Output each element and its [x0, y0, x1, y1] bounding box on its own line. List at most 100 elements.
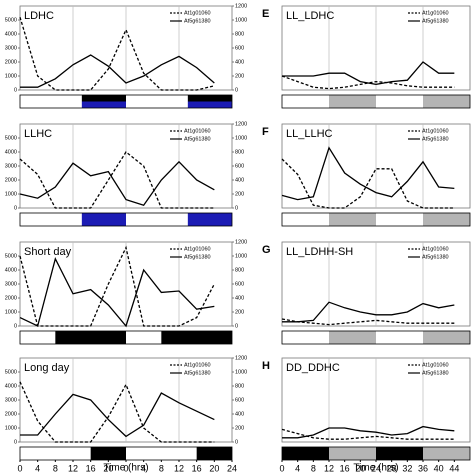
y2-tick-label: 600	[235, 397, 244, 403]
light-dark-segment	[126, 447, 197, 460]
legend-label: At5g61380	[422, 136, 449, 142]
x-tick-label: 28	[387, 463, 397, 473]
y2-tick-label: 400	[235, 411, 244, 417]
x-tick-label: 8	[159, 463, 164, 473]
y-tick-label: 3000	[5, 45, 17, 51]
x-tick-label: 4	[35, 463, 40, 473]
y2-tick-label: 400	[235, 59, 244, 65]
x-tick-label: 0	[123, 463, 128, 473]
light-dark-segment	[423, 331, 470, 344]
series-line	[281, 428, 455, 440]
y-tick-label: 1000	[5, 309, 17, 315]
y-tick-label: 2000	[5, 295, 17, 301]
y-tick-label: 4000	[5, 31, 17, 37]
y-tick-label: 4000	[5, 267, 17, 273]
legend-label: At1g01060	[184, 10, 211, 16]
y2-tick-label: 1000	[235, 253, 247, 259]
light-dark-segment	[423, 447, 470, 460]
light-dark-segment	[282, 213, 329, 226]
y2-tick-label: 1200	[235, 121, 247, 127]
light-dark-segment	[81, 95, 126, 102]
light-dark-segment	[329, 331, 376, 344]
series-line	[20, 54, 215, 88]
x-tick-label: 20	[209, 463, 219, 473]
y-tick-label: 2000	[5, 411, 17, 417]
light-dark-segment	[376, 213, 423, 226]
series-line	[281, 146, 455, 201]
legend-label: At5g61380	[184, 254, 211, 260]
light-dark-frame	[281, 94, 471, 109]
light-dark-frame	[19, 212, 233, 227]
series-line	[281, 318, 455, 326]
legend-label: At1g01060	[184, 246, 211, 252]
series-line	[282, 425, 455, 439]
series-line	[19, 151, 215, 209]
x-tick-label: 24	[371, 463, 381, 473]
light-dark-segment	[282, 95, 329, 108]
panel-label: F	[262, 126, 269, 138]
panel-label: H	[262, 360, 270, 372]
y-tick-label: 2000	[5, 59, 17, 65]
y-tick-label: 4000	[5, 383, 17, 389]
x-tick-label: 8	[53, 463, 58, 473]
light-dark-segment	[187, 213, 232, 226]
y-tick-label: 3000	[5, 163, 17, 169]
y2-tick-label: 0	[235, 87, 238, 93]
y2-tick-label: 800	[235, 383, 244, 389]
y-tick-label: 5000	[5, 17, 17, 23]
y-tick-label: 3000	[5, 397, 17, 403]
light-dark-frame	[19, 330, 233, 345]
x-tick-label: 32	[402, 463, 412, 473]
legend-label: At5g61380	[184, 370, 211, 376]
y2-tick-label: 800	[235, 149, 244, 155]
y-tick-label: 0	[14, 439, 17, 445]
light-dark-segment	[282, 331, 329, 344]
y2-tick-label: 200	[235, 73, 244, 79]
x-tick-label: 44	[449, 463, 459, 473]
x-axis-label: Time (hrs)	[353, 463, 398, 474]
light-dark-segment	[329, 95, 376, 108]
panel-title: DD_DDHC	[286, 362, 340, 374]
x-tick-label: 0	[279, 463, 284, 473]
y-tick-label: 5000	[5, 253, 17, 259]
y-tick-label: 5000	[5, 369, 17, 375]
x-tick-label: 16	[192, 463, 202, 473]
y2-tick-label: 0	[235, 323, 238, 329]
light-dark-frame	[19, 94, 233, 109]
y-tick-label: 2000	[5, 177, 17, 183]
y2-tick-label: 1200	[235, 355, 247, 361]
y2-tick-label: 200	[235, 425, 244, 431]
x-tick-label: 20	[103, 463, 113, 473]
y-tick-label: 5000	[5, 135, 17, 141]
x-tick-label: 4	[295, 463, 300, 473]
y2-tick-label: 0	[235, 205, 238, 211]
y2-tick-label: 0	[235, 439, 238, 445]
series-line	[19, 245, 215, 327]
panel-title: LL_LDHH-SH	[286, 246, 353, 258]
series-line	[281, 75, 455, 90]
light-dark-frame	[281, 330, 471, 345]
panel-label: E	[262, 8, 269, 20]
y-tick-label: 4000	[5, 149, 17, 155]
panel-title: LL_LLHC	[286, 128, 333, 140]
y2-tick-label: 1000	[235, 17, 247, 23]
legend-label: At1g01060	[184, 362, 211, 368]
light-dark-segment	[329, 447, 376, 460]
light-dark-segment	[423, 213, 470, 226]
x-tick-label: 16	[340, 463, 350, 473]
y2-tick-label: 600	[235, 45, 244, 51]
panel-title: LL_LDHC	[286, 10, 334, 22]
x-tick-label: 40	[434, 463, 444, 473]
light-dark-segment	[20, 95, 82, 108]
legend-label: At1g01060	[422, 10, 449, 16]
light-dark-segment	[20, 447, 91, 460]
light-dark-segment	[187, 95, 232, 102]
light-dark-segment	[282, 447, 329, 460]
x-tick-label: 36	[418, 463, 428, 473]
y2-tick-label: 1000	[235, 135, 247, 141]
series-line	[19, 160, 215, 206]
legend-label: At1g01060	[422, 362, 449, 368]
light-dark-segment	[161, 331, 232, 344]
light-dark-segment	[20, 331, 56, 344]
